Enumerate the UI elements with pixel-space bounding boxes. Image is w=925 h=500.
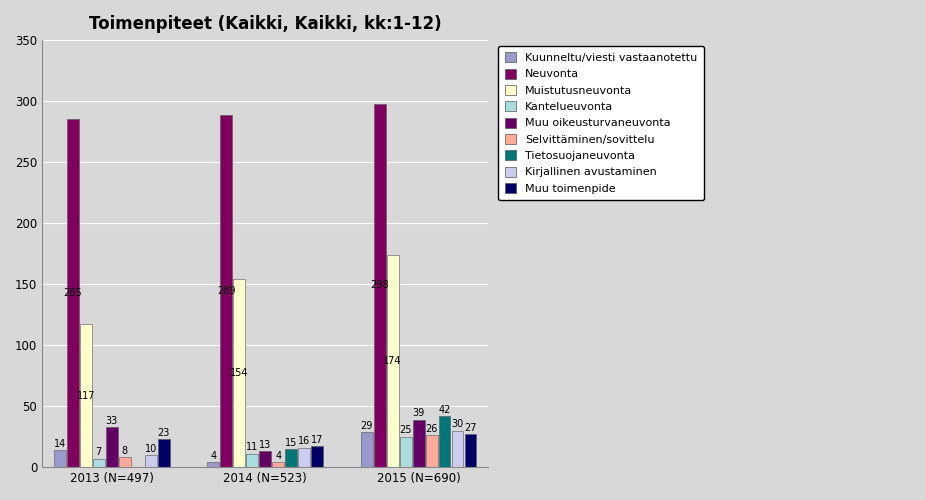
Bar	[118, 458, 130, 467]
Text: 25: 25	[400, 426, 412, 436]
Text: 30: 30	[451, 420, 463, 430]
Text: 7: 7	[95, 448, 102, 458]
Text: 285: 285	[64, 288, 82, 298]
Bar	[400, 436, 412, 467]
Bar	[438, 416, 450, 467]
Bar	[259, 452, 271, 467]
Text: 298: 298	[370, 280, 388, 290]
Bar	[298, 448, 310, 467]
Text: 14: 14	[54, 439, 66, 449]
Bar	[361, 432, 373, 467]
Text: 39: 39	[413, 408, 425, 418]
Text: 154: 154	[230, 368, 249, 378]
Text: 17: 17	[311, 435, 323, 445]
Bar	[464, 434, 476, 467]
Text: 33: 33	[105, 416, 117, 426]
Bar	[374, 104, 386, 467]
Bar	[272, 462, 284, 467]
Bar	[144, 455, 156, 467]
Text: 10: 10	[144, 444, 157, 454]
Bar	[451, 430, 463, 467]
Text: 8: 8	[122, 446, 128, 456]
Text: 174: 174	[383, 356, 401, 366]
Text: 16: 16	[298, 436, 310, 446]
Bar	[413, 420, 425, 467]
Bar	[233, 279, 245, 467]
Text: 4: 4	[210, 451, 216, 461]
Text: 15: 15	[285, 438, 297, 448]
Text: 13: 13	[259, 440, 271, 450]
Bar	[157, 439, 169, 467]
Bar	[80, 324, 92, 467]
Bar	[92, 458, 105, 467]
Bar	[54, 450, 66, 467]
Bar	[67, 120, 79, 467]
Bar	[220, 114, 232, 467]
Bar	[246, 454, 258, 467]
Text: 117: 117	[77, 391, 95, 401]
Text: 23: 23	[157, 428, 170, 438]
Text: 26: 26	[426, 424, 438, 434]
Bar	[426, 436, 438, 467]
Bar	[285, 449, 297, 467]
Bar	[311, 446, 323, 467]
Legend: Kuunneltu/viesti vastaanotettu, Neuvonta, Muistutusneuvonta, Kantelueuvonta, Muu: Kuunneltu/viesti vastaanotettu, Neuvonta…	[499, 46, 704, 201]
Text: 11: 11	[246, 442, 258, 452]
Bar	[387, 255, 399, 467]
Bar	[207, 462, 219, 467]
Text: 29: 29	[361, 420, 373, 430]
Text: 27: 27	[464, 423, 476, 433]
Bar	[105, 427, 117, 467]
Text: 42: 42	[438, 404, 450, 414]
Text: 4: 4	[275, 451, 281, 461]
Text: 289: 289	[217, 286, 236, 296]
Title: Toimenpiteet (Kaikki, Kaikki, kk:1-12): Toimenpiteet (Kaikki, Kaikki, kk:1-12)	[89, 15, 441, 33]
